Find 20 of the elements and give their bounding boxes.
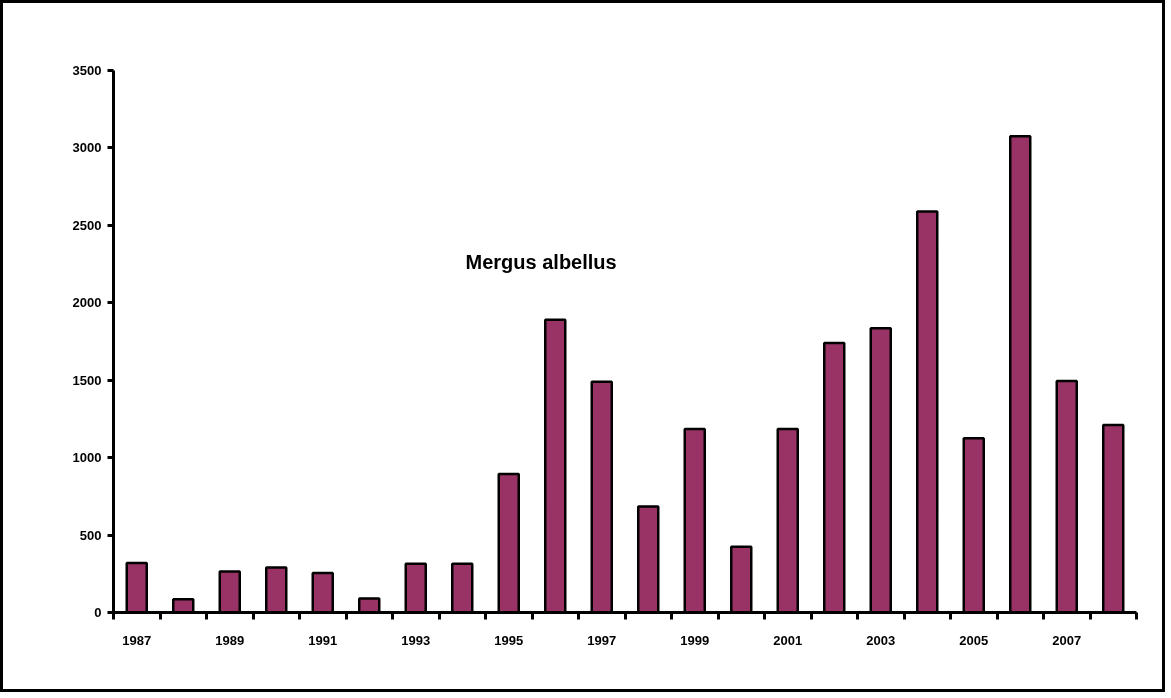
x-tick-label: 2005 bbox=[959, 632, 989, 648]
y-tick-label: 0 bbox=[94, 605, 102, 620]
x-tick-label: 1987 bbox=[122, 632, 152, 648]
x-tick-label: 1993 bbox=[401, 632, 431, 648]
y-tick-label: 1000 bbox=[72, 450, 102, 466]
x-tick-label: 2001 bbox=[773, 632, 803, 648]
text: Mergus albellus bbox=[465, 251, 617, 274]
y-tick-label: 2000 bbox=[72, 295, 102, 311]
x-tick-label: 1989 bbox=[215, 632, 245, 648]
y-tick-label: 500 bbox=[79, 527, 102, 543]
y-tick-label: 3500 bbox=[72, 63, 102, 78]
x-tick-label: 2007 bbox=[1052, 632, 1082, 648]
y-tick-label: 1500 bbox=[72, 372, 102, 388]
x-tick-label: 1997 bbox=[587, 632, 617, 648]
x-tick-label: 2003 bbox=[866, 632, 896, 648]
y-tick-label: 2500 bbox=[72, 217, 102, 233]
y-tick-label: 3000 bbox=[72, 140, 102, 156]
x-tick-label: 1999 bbox=[680, 632, 710, 648]
x-tick-label: 1995 bbox=[494, 632, 524, 648]
x-tick-label: 1991 bbox=[308, 632, 338, 648]
